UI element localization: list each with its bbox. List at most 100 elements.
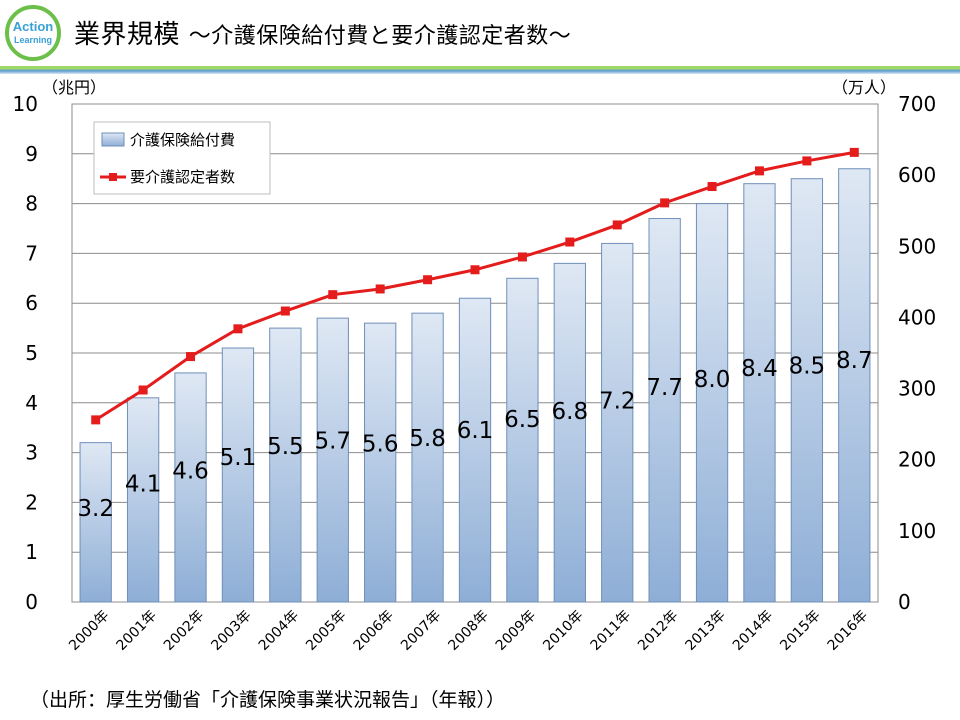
y-right-tick-label: 500 (898, 234, 936, 258)
y-right-tick-label: 400 (898, 305, 936, 329)
line-point-2000年 (91, 415, 101, 425)
bar-2010年 (553, 262, 586, 603)
bar-value-label: 5.6 (362, 431, 399, 457)
bar-2013年 (695, 203, 729, 603)
logo-ring (5, 5, 61, 61)
bar-value-label: 6.5 (504, 407, 541, 433)
bar-value-label: 5.1 (220, 445, 257, 471)
bar-value-label: 4.1 (125, 472, 162, 498)
source-note: （出所：厚生労働省「介護保険事業状況報告」（年報）） (30, 689, 506, 711)
bar-value-label: 7.2 (599, 388, 636, 414)
bar-2006年 (364, 322, 397, 603)
x-tick-label: 2016年 (825, 608, 871, 654)
line-point-2005年 (328, 290, 338, 300)
line-point-2003年 (233, 324, 243, 334)
bar-value-label: 5.5 (267, 434, 304, 460)
bar-value-labels: 3.2 4.1 4.6 5.1 5.5 5.7 5.6 5.8 6.1 6.5 6.8 7.2 7.7 8… (77, 348, 872, 522)
line-point-2009年 (517, 252, 527, 262)
title-subtitle: ～介護保険給付費と要介護認定者数～ (188, 24, 572, 49)
bar-2007年 (411, 312, 444, 603)
line-point-2006年 (375, 284, 385, 294)
bar-value-label: 5.8 (409, 426, 446, 452)
bar-series (79, 168, 871, 603)
line-point-2001年 (138, 385, 148, 395)
line-point-2011年 (612, 220, 622, 230)
x-tick-label: 2014年 (730, 608, 776, 654)
bar-2005年 (316, 317, 349, 603)
x-tick-label: 2010年 (540, 608, 586, 654)
x-tick-label: 2011年 (588, 608, 634, 654)
x-tick-label: 2006年 (351, 608, 397, 654)
bar-2003年 (221, 347, 255, 603)
y-left-tick-label: 6 (25, 291, 38, 315)
y-left-tick-label: 1 (25, 540, 38, 564)
y-left-tick-label: 2 (25, 490, 38, 514)
line-point-2007年 (423, 275, 433, 285)
action-learning-logo: Action Learning (5, 5, 61, 61)
bar-2012年 (648, 218, 681, 603)
legend-line-label: 要介護認定者数 (130, 168, 235, 186)
bar-2000年 (79, 442, 112, 603)
bar-value-label: 8.5 (789, 353, 826, 379)
logo-text-action: Action (13, 19, 54, 34)
line-point-2004年 (280, 306, 290, 316)
y-right-tick-label: 100 (898, 519, 936, 543)
bar-value-label: 5.7 (314, 429, 351, 455)
x-tick-label: 2007年 (398, 608, 444, 654)
y-left-tick-label: 4 (25, 391, 38, 415)
y-left-tick-label: 0 (25, 590, 38, 614)
y-right-tick-label: 0 (898, 590, 911, 614)
legend: 介護保険給付費 要介護認定者数 (93, 121, 271, 195)
bar-2002年 (174, 372, 207, 603)
line-point-2008年 (470, 265, 480, 275)
line-point-2013年 (707, 182, 717, 192)
x-tick-label: 2001年 (114, 608, 160, 654)
y-left-tick-label: 8 (25, 192, 38, 216)
bar-2016年 (838, 168, 871, 603)
y-right-tick-label: 700 (898, 92, 936, 116)
y-left-tick-label: 3 (25, 441, 38, 465)
y-right-tick-label: 300 (898, 377, 936, 401)
line-point-2014年 (754, 166, 764, 176)
title-main: 業界規模 (74, 20, 181, 50)
line-point-2002年 (186, 352, 196, 362)
bar-value-label: 6.8 (552, 399, 589, 425)
bar-value-label: 6.1 (457, 418, 494, 444)
left-axis-unit: （兆円） (42, 78, 106, 97)
line-point-2012年 (660, 198, 670, 208)
bar-2004年 (269, 327, 302, 603)
y-left-tick-label: 10 (13, 92, 38, 116)
y-left-tick-label: 7 (25, 241, 38, 265)
y-right-tick-label: 600 (898, 163, 936, 187)
bar-2011年 (601, 242, 634, 603)
page-title: 業界規模 ～介護保険給付費と要介護認定者数～ (74, 14, 571, 51)
bar-value-label: 8.4 (741, 356, 778, 382)
bar-2015年 (790, 178, 824, 603)
legend-bar-swatch (101, 132, 125, 147)
title-divider (0, 66, 960, 74)
bar-2009年 (506, 277, 539, 603)
legend-line-marker (109, 173, 117, 181)
x-tick-label: 2000年 (66, 608, 112, 654)
bar-value-label: 3.2 (77, 496, 114, 522)
bar-value-label: 4.6 (172, 458, 209, 484)
x-tick-label: 2005年 (303, 608, 349, 654)
x-tick-label: 2002年 (161, 608, 207, 654)
x-tick-label: 2008年 (445, 608, 491, 654)
x-tick-label: 2013年 (682, 608, 728, 654)
bar-value-label: 8.0 (694, 367, 731, 393)
y-right-tick-label: 200 (898, 448, 936, 472)
bar-2001年 (126, 397, 160, 603)
x-tick-label: 2003年 (208, 608, 254, 654)
right-axis-unit: （万人） (832, 78, 896, 97)
x-tick-label: 2004年 (256, 608, 302, 654)
line-series (91, 147, 859, 425)
y-left-tick-label: 5 (25, 341, 38, 365)
y-left-tick-label: 9 (25, 142, 38, 166)
x-tick-label: 2015年 (777, 608, 823, 654)
bar-value-label: 8.7 (836, 348, 873, 374)
line-point-2016年 (849, 147, 859, 157)
logo-text-learning: Learning (14, 35, 52, 45)
x-tick-label: 2009年 (493, 608, 539, 654)
